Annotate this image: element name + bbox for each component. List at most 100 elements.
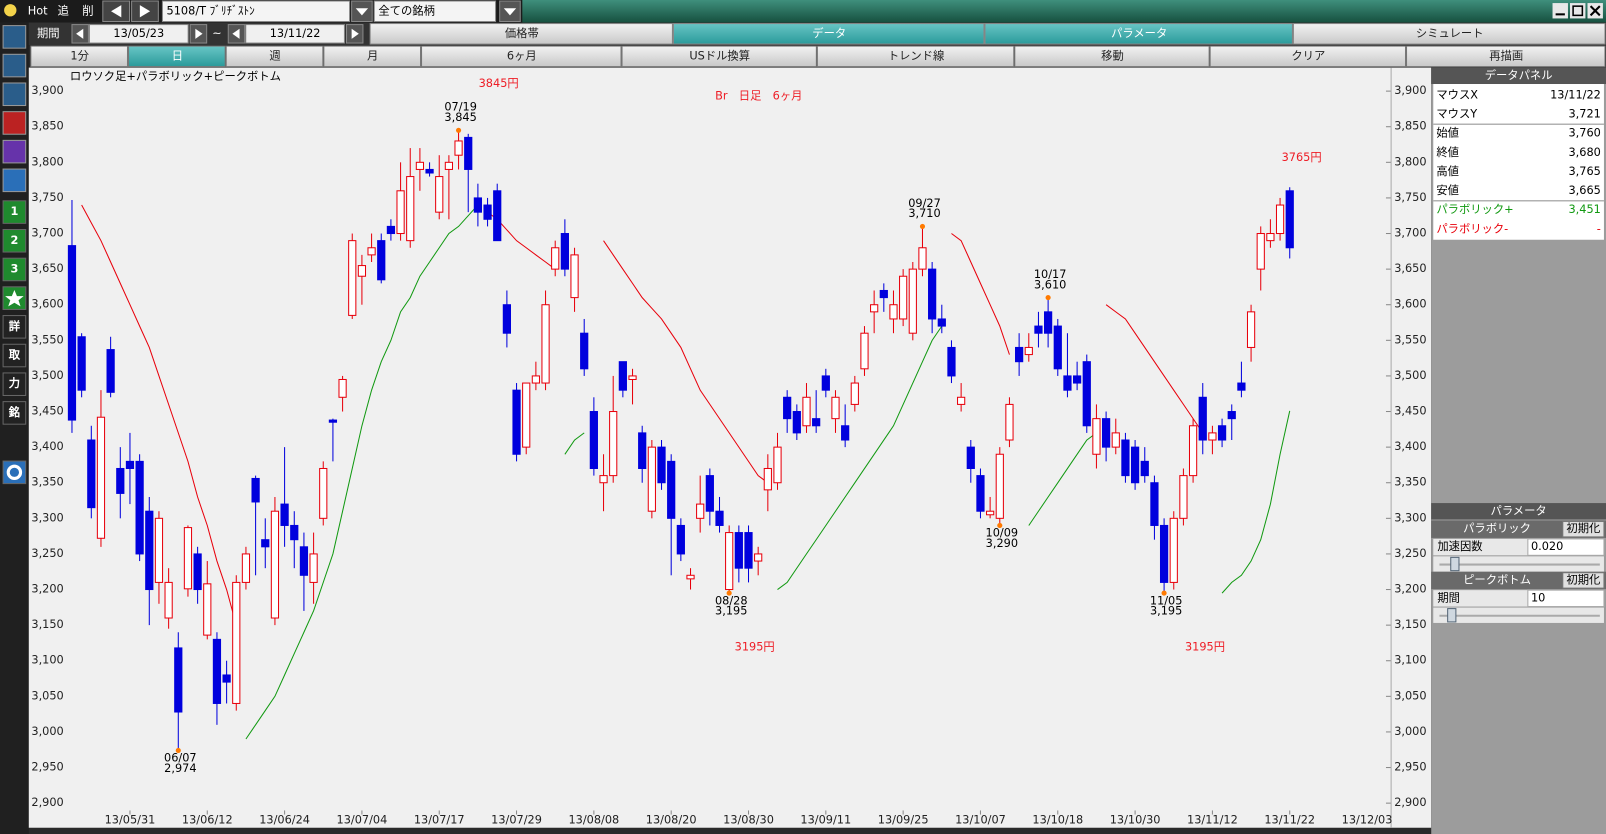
period-button[interactable] [30, 45, 129, 68]
peak-bottom-marker [726, 590, 732, 596]
x-tick-label: 13/11/22 [1264, 814, 1315, 827]
tab[interactable] [984, 23, 1293, 45]
period-button[interactable] [1406, 45, 1606, 68]
param-value: 10 [1531, 591, 1545, 604]
y-tick-label-right: 3,350 [1394, 476, 1426, 489]
data-value: 3,721 [1569, 107, 1601, 120]
y-tick-label: 3,650 [31, 262, 63, 275]
peak-bottom-price: 3,710 [908, 207, 940, 220]
param-input[interactable] [1527, 538, 1605, 556]
side-button-label: 詳 [9, 319, 21, 333]
candle-body [870, 304, 879, 313]
period-button[interactable] [421, 45, 622, 68]
tab[interactable] [369, 23, 673, 45]
peak-bottom-marker [919, 223, 926, 229]
candle-body [396, 190, 405, 235]
slider-thumb[interactable] [1450, 556, 1460, 572]
candle-body [1082, 361, 1091, 427]
side-button[interactable] [2, 343, 27, 368]
candle-body [850, 382, 859, 405]
hot-icon[interactable] [4, 4, 17, 17]
candle-body [995, 453, 1004, 519]
side-button-label: 取 [9, 349, 21, 362]
dropdown-glyph [355, 8, 369, 16]
data-label: マウスY [1436, 107, 1477, 120]
data-value: 13/11/22 [1550, 88, 1601, 101]
reset-button[interactable] [1562, 520, 1605, 538]
period-button[interactable] [816, 45, 1015, 68]
slider-thumb[interactable] [1447, 608, 1457, 623]
tool-icon[interactable] [2, 82, 27, 107]
side-button[interactable] [2, 401, 27, 425]
peak-bottom-date: 08/28 [715, 594, 748, 607]
period-button[interactable] [1014, 45, 1210, 68]
candle-body [763, 467, 772, 491]
x-tick-label: 13/08/08 [568, 814, 619, 827]
candle-body [280, 503, 289, 526]
tool-icon[interactable] [2, 25, 27, 49]
side-button[interactable] [2, 200, 27, 224]
minimize-button[interactable] [1552, 3, 1568, 19]
candle-body [183, 527, 193, 590]
period-button[interactable] [621, 45, 817, 68]
y-tick-label-right: 3,400 [1394, 440, 1426, 453]
settings-button[interactable] [2, 460, 27, 485]
candle-body [667, 460, 676, 519]
tool-icon[interactable] [2, 111, 27, 135]
side-button[interactable] [2, 315, 27, 339]
add-button[interactable]: 追 [58, 3, 69, 17]
symbol-input[interactable] [161, 0, 351, 23]
reset-label: 初期化 [1566, 522, 1600, 535]
data-value: 3,680 [1569, 146, 1601, 159]
period-button[interactable] [128, 45, 226, 68]
candle-body [1121, 439, 1130, 477]
data-value: 3,451 [1569, 203, 1601, 216]
x-tick-label: 13/10/07 [955, 814, 1006, 827]
to-date[interactable] [245, 24, 345, 44]
y-tick-label: 3,250 [31, 547, 63, 560]
candle-body [947, 346, 956, 377]
data-label: 安値 [1436, 184, 1459, 197]
y-tick-label: 2,900 [31, 796, 63, 809]
y-tick-label-right: 3,000 [1394, 725, 1426, 738]
reset-button[interactable] [1562, 572, 1605, 589]
candle-body [831, 396, 840, 420]
candle-body [1063, 375, 1072, 391]
param-input[interactable] [1527, 589, 1605, 608]
side-button[interactable] [2, 257, 27, 282]
candle-body [899, 275, 908, 320]
candle-body [1111, 432, 1120, 448]
tool-icon[interactable] [2, 168, 27, 193]
side-button[interactable] [2, 228, 27, 253]
candle-body [435, 176, 444, 213]
candle-body [541, 304, 550, 384]
side-button[interactable] [2, 372, 27, 396]
candle-body [570, 254, 579, 299]
y-tick-label-right: 3,850 [1394, 120, 1426, 133]
y-tick-label-right: 3,650 [1394, 262, 1426, 275]
period-button[interactable] [1209, 45, 1407, 68]
x-tick-label: 13/09/25 [878, 814, 929, 827]
tab[interactable] [1292, 23, 1606, 45]
candle-body [1198, 396, 1207, 441]
tab[interactable] [672, 23, 985, 45]
y-tick-label-right: 2,950 [1394, 761, 1426, 774]
candle-body [1179, 475, 1188, 519]
candle-body [512, 389, 521, 455]
from-date[interactable] [88, 24, 189, 44]
param-section-name: パラボリック [1463, 522, 1531, 535]
tool-icon[interactable] [2, 139, 27, 164]
universe-input[interactable] [373, 0, 497, 23]
period-button[interactable] [323, 45, 422, 68]
tool-icon[interactable] [2, 53, 27, 78]
delete-button[interactable]: 削 [82, 3, 93, 17]
maximize-glyph [1572, 5, 1584, 17]
candle-body [744, 532, 753, 569]
candle-body [328, 419, 338, 423]
period-button[interactable] [225, 45, 324, 68]
sar-line [81, 204, 1204, 626]
candle-body [1015, 346, 1024, 363]
data-label: 高値 [1436, 165, 1459, 178]
candle-body [754, 553, 763, 562]
